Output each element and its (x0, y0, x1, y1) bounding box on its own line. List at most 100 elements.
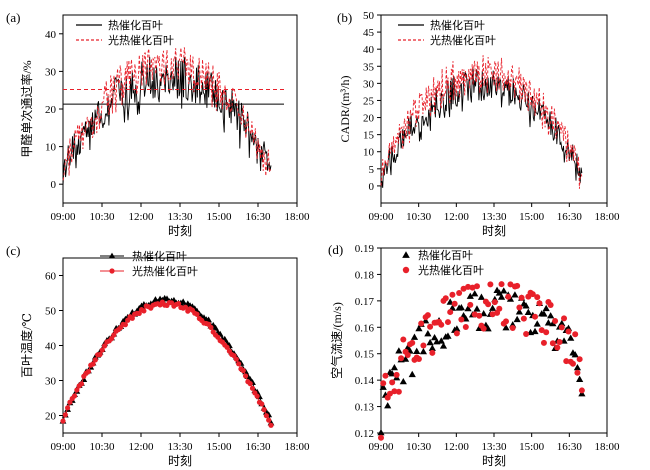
data-point (487, 281, 494, 288)
y-tick-label: 20 (45, 104, 57, 116)
data-point (556, 339, 563, 346)
panel-label: (c) (6, 243, 20, 258)
data-point (511, 291, 519, 298)
data-point (439, 342, 448, 349)
data-point (505, 293, 512, 300)
x-tick-label: 10:30 (406, 441, 432, 453)
data-point (574, 369, 581, 376)
data-point (576, 356, 583, 363)
legend-item-2: 光热催化百叶 (398, 33, 496, 47)
data-point (500, 287, 508, 294)
x-tick-label: 18:00 (284, 211, 310, 223)
data-point (518, 294, 525, 301)
data-point (427, 323, 434, 330)
x-tick-label: 16:30 (557, 211, 583, 223)
data-point (465, 283, 472, 290)
data-point (515, 308, 523, 315)
series-markers-2 (378, 281, 585, 441)
y-axis-label: 空气流速/(m/s) (329, 302, 344, 379)
x-tick-label: 10:30 (89, 211, 115, 223)
y-tick-label: 20 (363, 113, 375, 125)
data-point (477, 293, 486, 300)
data-point (516, 304, 523, 311)
data-point (466, 292, 474, 299)
data-point (534, 294, 541, 301)
data-point (520, 315, 527, 322)
chart-d: (d) 09:00 10:30 12:00 13:30 15:00 16:30 18:00 0.… (328, 242, 620, 468)
data-point (413, 347, 421, 354)
y-tick-label: 40 (363, 44, 375, 56)
data-point (471, 290, 479, 297)
y-tick-label: 15 (363, 130, 375, 142)
data-point (524, 308, 532, 315)
chart-b: (b) 09:00 10:30 12:00 13:30 15:00 16:30 18:00 0 5… (337, 10, 620, 238)
x-tick-label: 18:00 (594, 441, 620, 453)
data-point (549, 340, 556, 347)
legend-label: 光热催化百叶 (108, 33, 174, 47)
data-point (401, 355, 410, 362)
data-point (400, 336, 407, 343)
legend-item-1: 热催化百叶 (76, 18, 163, 32)
data-point (457, 303, 465, 311)
data-point (453, 330, 460, 337)
data-point (384, 402, 392, 409)
x-tick-label: 10:30 (406, 211, 432, 223)
plot-frame (62, 257, 298, 434)
x-tick-label: 16:30 (245, 441, 271, 453)
data-point (552, 318, 559, 325)
y-tick-label: 0.14 (355, 375, 375, 387)
data-point (449, 291, 456, 298)
data-point (395, 388, 402, 395)
data-point (514, 282, 521, 289)
data-point (473, 305, 481, 312)
data-point (426, 338, 434, 346)
data-point (380, 380, 387, 387)
data-point (522, 302, 530, 309)
data-point (491, 299, 498, 306)
data-point (415, 356, 422, 363)
legend-label: 光热催化百叶 (418, 263, 484, 277)
data-point (437, 337, 445, 344)
data-point (419, 347, 428, 355)
data-point (409, 339, 416, 346)
y-tick-label: 10 (363, 147, 375, 159)
data-point (453, 325, 461, 332)
series-line-2 (380, 55, 583, 189)
data-point (497, 293, 506, 300)
y-tick-label: 20 (45, 411, 57, 423)
data-point (462, 324, 469, 331)
y-tick-label: 60 (45, 271, 57, 283)
data-point (496, 305, 503, 312)
data-point (458, 316, 465, 323)
data-point (573, 363, 582, 371)
y-tick-label: 10 (45, 142, 57, 154)
legend-item-1: 热催化百叶 (100, 249, 187, 263)
data-point (578, 387, 585, 394)
data-point (572, 331, 579, 338)
data-point (567, 334, 575, 341)
panel-label: (b) (337, 10, 352, 25)
legend-item-2: 光热催化百叶 (402, 263, 484, 277)
data-point (428, 344, 436, 351)
legend-label: 光热催化百叶 (132, 264, 198, 278)
x-tick-label: 09:00 (368, 211, 394, 223)
data-point (378, 434, 384, 441)
data-point (408, 370, 416, 378)
y-tick-label: 45 (363, 27, 375, 39)
data-point (502, 318, 509, 325)
data-point (444, 332, 452, 339)
legend-label: 热催化百叶 (418, 248, 473, 262)
x-axis-label: 时刻 (482, 454, 506, 468)
data-point (410, 333, 419, 340)
y-tick-label: 50 (45, 306, 57, 318)
x-tick-label: 12:00 (128, 441, 154, 453)
data-point (565, 328, 572, 335)
data-point (464, 304, 472, 312)
data-point (576, 375, 584, 382)
legend-label: 热催化百叶 (132, 249, 187, 263)
data-point (536, 300, 543, 307)
y-tick-label: 30 (45, 66, 57, 78)
